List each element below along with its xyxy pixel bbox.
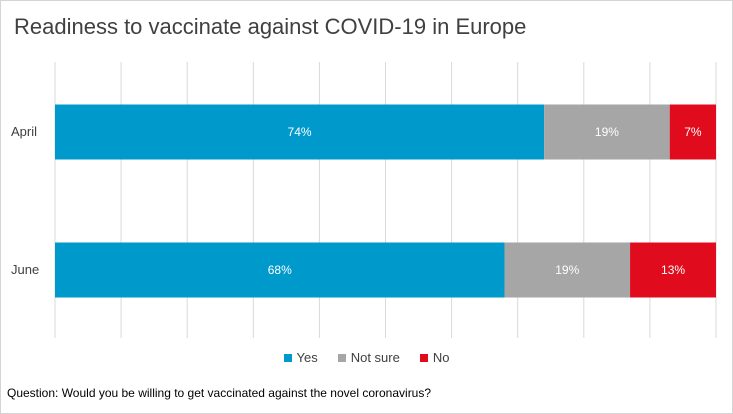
category-label-april: April [11, 124, 37, 139]
legend: Yes Not sure No [0, 350, 733, 365]
data-label-not-sure-april: 19% [595, 125, 619, 139]
chart-footnote: Question: Would you be willing to get va… [7, 386, 432, 400]
bar-no-april [669, 104, 716, 160]
legend-item-yes: Yes [283, 350, 318, 365]
bar-not-sure-june [504, 242, 631, 298]
chart-title: Readiness to vaccinate against COVID-19 … [14, 14, 527, 39]
legend-swatch [419, 353, 428, 362]
legend-label: No [432, 350, 450, 365]
legend-swatch [337, 353, 346, 362]
legend-item-not-sure: Not sure [337, 350, 400, 365]
data-label-no-april: 7% [684, 125, 702, 139]
legend-swatch [283, 353, 292, 362]
legend-item-no: No [419, 350, 450, 365]
bar-not-sure-april [544, 104, 670, 160]
legend-label: Not sure [350, 350, 400, 365]
category-label-june: June [11, 262, 39, 277]
data-label-yes-april: 74% [288, 125, 312, 139]
bar-no-june [630, 242, 716, 298]
bar-yes-april [55, 104, 545, 160]
bar-yes-june [55, 242, 505, 298]
legend-label: Yes [296, 350, 318, 365]
data-label-no-june: 13% [661, 263, 685, 277]
data-label-yes-june: 68% [268, 263, 292, 277]
data-label-not-sure-june: 19% [555, 263, 579, 277]
